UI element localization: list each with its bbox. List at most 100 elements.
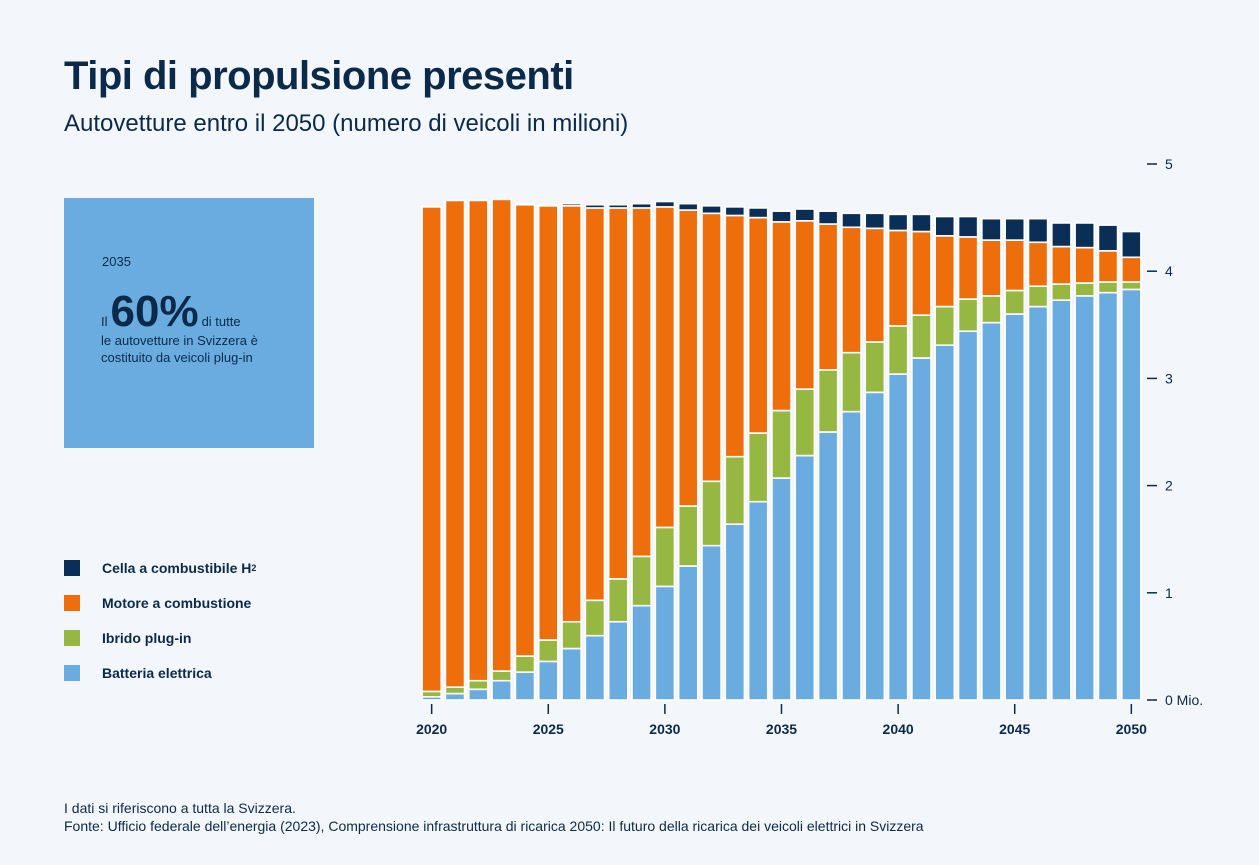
bar-2042-series-0 <box>934 344 956 701</box>
bar-2022-series-1 <box>467 679 489 691</box>
bar-2035-series-3 <box>771 210 792 223</box>
bar-2048-series-0 <box>1074 295 1096 701</box>
bar-2033-series-3 <box>724 206 746 217</box>
bar-2025-series-2 <box>537 205 559 641</box>
bar-2033-series-2 <box>724 214 746 458</box>
bar-2038-series-0 <box>841 410 862 701</box>
y-tick-label: 5 <box>1165 156 1173 172</box>
bar-2044-series-1 <box>981 295 1002 324</box>
bar-2049-series-0 <box>1097 291 1119 701</box>
bar-2027-series-0 <box>584 634 606 701</box>
bar-2045-series-2 <box>1004 239 1026 292</box>
bar-2041-series-0 <box>911 357 932 701</box>
bar-2037-series-1 <box>817 369 839 433</box>
bar-2047-series-3 <box>1051 222 1072 248</box>
bar-2050-series-0 <box>1120 288 1142 701</box>
bar-2028-series-3 <box>607 203 629 209</box>
bar-2039-series-0 <box>864 391 886 701</box>
x-tick-label: 2020 <box>416 721 447 737</box>
callout-text: le autovetture in Svizzera è costituito … <box>101 333 258 365</box>
bar-2036-series-0 <box>794 454 816 701</box>
bar-2029-series-3 <box>631 202 652 209</box>
legend-swatch-hybrid <box>64 629 80 646</box>
bar-2048-series-2 <box>1074 246 1096 284</box>
footer-source: Fonte: Ufficio federale dell’energia (20… <box>64 818 924 834</box>
legend-swatch-combustion <box>64 594 80 611</box>
bar-2039-series-1 <box>864 341 886 394</box>
bar-2045-series-1 <box>1004 289 1026 315</box>
bar-2032-series-3 <box>701 205 722 215</box>
bar-2037-series-3 <box>817 210 839 225</box>
bar-2039-series-3 <box>864 212 886 230</box>
bar-2028-series-0 <box>607 620 629 701</box>
legend-label-battery: Batteria elettrica <box>102 664 212 681</box>
bar-2023-series-1 <box>491 670 512 682</box>
legend-label-h2-sub: 2 <box>251 562 257 573</box>
bar-2021-series-2 <box>444 199 466 688</box>
bar-2034-series-0 <box>747 500 769 701</box>
x-tick-label: 2030 <box>649 721 680 737</box>
bar-2040-series-0 <box>887 373 909 701</box>
footer-note: I dati si riferiscono a tutta la Svizzer… <box>64 800 296 816</box>
bar-2029-series-1 <box>631 555 652 607</box>
bar-2038-series-1 <box>841 351 862 413</box>
bar-2027-series-3 <box>584 203 606 209</box>
bar-2045-series-0 <box>1004 313 1026 701</box>
legend-item-hybrid: Ibrido plug-in <box>64 620 256 655</box>
y-tick-label: 3 <box>1165 370 1173 386</box>
bar-2040-series-1 <box>887 325 909 375</box>
bar-2023-series-0 <box>491 679 512 701</box>
x-tick-label: 2035 <box>766 721 797 737</box>
bar-2049-series-2 <box>1097 250 1119 283</box>
callout-prefix: Il <box>101 314 108 329</box>
bar-2046-series-0 <box>1027 305 1049 701</box>
bar-2030-series-1 <box>654 526 676 588</box>
bar-2050-series-1 <box>1120 281 1142 291</box>
bar-2031-series-1 <box>677 505 699 567</box>
callout-percent: 60% <box>110 287 199 336</box>
callout-headline: Il60% di tutte <box>101 290 241 334</box>
bar-2021-series-0 <box>444 692 466 701</box>
bar-2046-series-2 <box>1027 241 1049 288</box>
bar-2020-series-1 <box>421 690 443 698</box>
bar-2046-series-3 <box>1027 217 1049 244</box>
legend-label-combustion: Motore a combustione <box>102 594 252 611</box>
bar-2023-series-2 <box>491 198 512 672</box>
bar-2028-series-1 <box>607 578 629 623</box>
bar-2049-series-1 <box>1097 281 1119 294</box>
bar-2037-series-0 <box>817 431 839 701</box>
bar-2050-series-3 <box>1120 230 1142 259</box>
bar-2022-series-2 <box>467 199 489 682</box>
bar-2050-series-2 <box>1120 256 1142 283</box>
bar-2036-series-3 <box>794 208 816 222</box>
bar-2035-series-2 <box>771 221 792 412</box>
x-tick-label: 2045 <box>999 721 1030 737</box>
callout-suffix: di tutte <box>201 314 241 329</box>
bar-2044-series-3 <box>981 217 1002 241</box>
bar-2020-series-2 <box>421 206 443 693</box>
legend-item-battery: Batteria elettrica <box>64 655 256 690</box>
bar-2042-series-2 <box>934 235 956 308</box>
y-tick-label: 0 Mio. <box>1165 692 1203 708</box>
bar-2033-series-0 <box>724 523 746 701</box>
legend-label-hybrid: Ibrido plug-in <box>102 629 192 646</box>
callout-year: 2035 <box>102 254 131 269</box>
bar-2024-series-0 <box>514 671 536 701</box>
bar-2036-series-2 <box>794 220 816 390</box>
bar-2040-series-3 <box>887 213 909 232</box>
bar-2025-series-0 <box>537 660 559 701</box>
bar-2029-series-2 <box>631 207 652 558</box>
legend-item-combustion: Motore a combustione <box>64 585 256 620</box>
bar-2049-series-3 <box>1097 224 1119 252</box>
legend-swatch-h2 <box>64 559 80 576</box>
footer: I dati si riferiscono a tutta la Svizzer… <box>64 799 924 835</box>
bar-2028-series-2 <box>607 207 629 580</box>
callout-box: 2035 Il60% di tutte le autovetture in Svi… <box>64 198 314 448</box>
y-tick-label: 4 <box>1165 263 1173 279</box>
bar-2047-series-0 <box>1051 299 1072 701</box>
bar-2047-series-2 <box>1051 245 1072 285</box>
bar-2037-series-2 <box>817 223 839 371</box>
